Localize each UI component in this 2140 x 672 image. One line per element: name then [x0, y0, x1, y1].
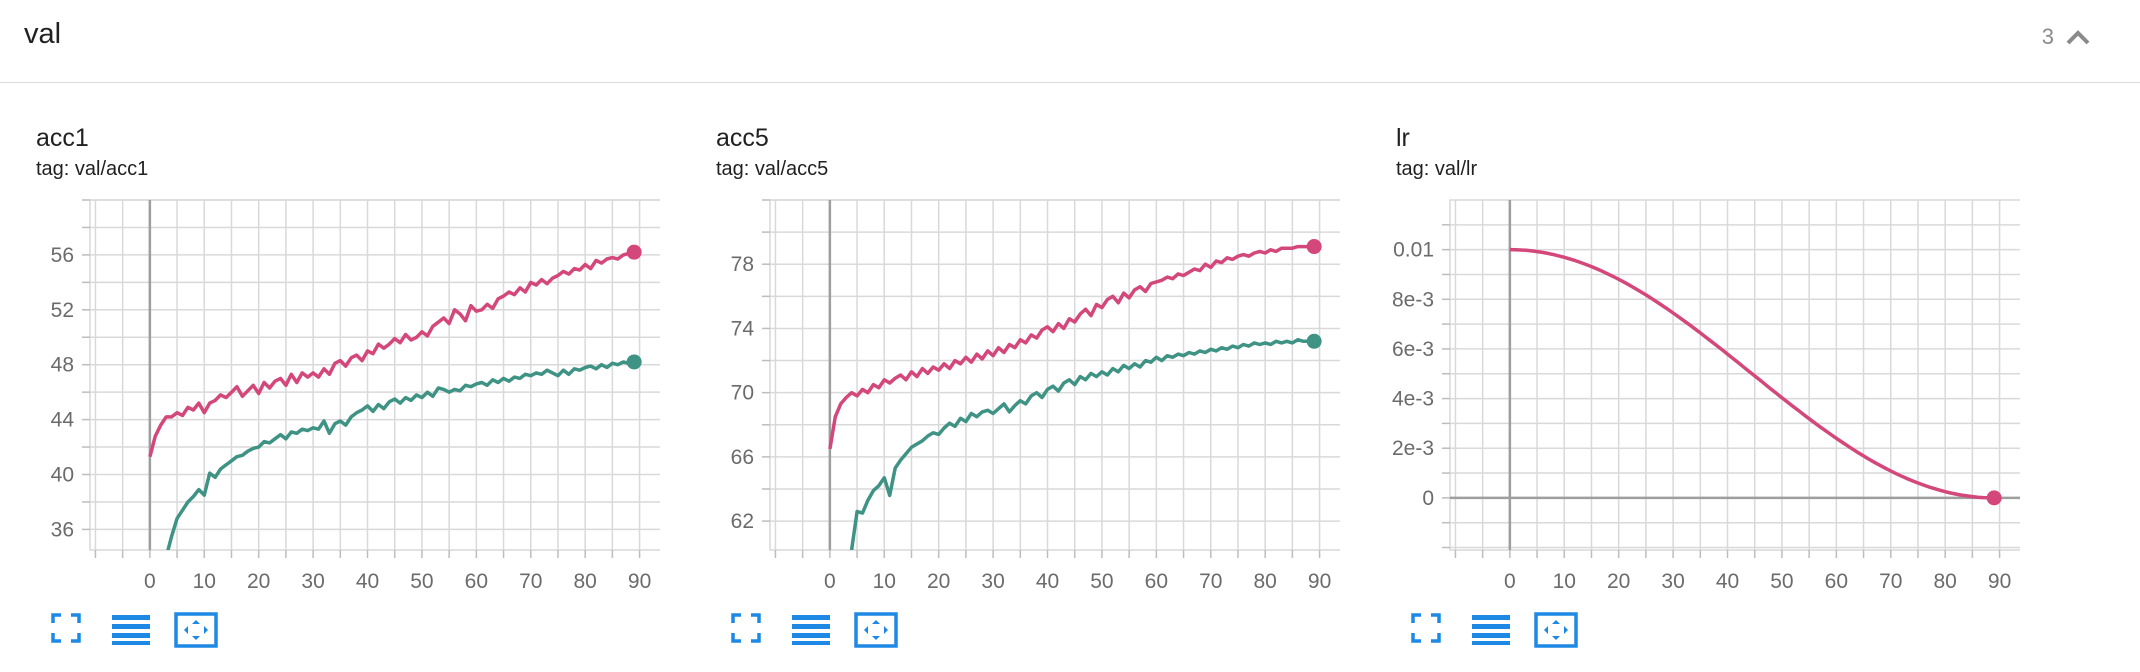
x-tick-label: 50 [410, 570, 433, 593]
chart-toolbar [730, 612, 970, 656]
chart-card-acc5: acc5 tag: val/acc5 0 10 20 30 40 50 60 70 80 90 62… [680, 120, 1340, 660]
chart-toolbar [50, 612, 290, 656]
chart-title: acc1 [36, 124, 89, 152]
x-tick-label: 10 [1553, 570, 1576, 593]
x-tick-label: 40 [1716, 570, 1739, 593]
data-table-icon [110, 615, 152, 650]
x-tick-label: 90 [1988, 570, 2011, 593]
y-tick-label: 36 [51, 518, 74, 541]
x-tick-label: 0 [144, 570, 156, 593]
section-header: val 3 [0, 0, 2140, 83]
y-tick-label: 62 [731, 510, 754, 533]
data-table-button[interactable] [1470, 612, 1514, 652]
chart-toolbar [1410, 612, 1650, 656]
x-tick-label: 60 [1825, 570, 1848, 593]
x-tick-label: 30 [981, 570, 1004, 593]
chart-title: lr [1396, 124, 1410, 152]
series-endpoint-marker [1306, 239, 1322, 255]
x-tick-label: 20 [1607, 570, 1630, 593]
series-line-teal [849, 337, 1315, 550]
x-tick-label: 80 [573, 570, 596, 593]
data-table-button[interactable] [110, 612, 154, 652]
x-tick-label: 0 [824, 570, 836, 593]
x-tick-label: 20 [927, 570, 950, 593]
x-tick-label: 60 [465, 570, 488, 593]
y-tick-label: 8e-3 [1392, 288, 1434, 311]
chart-plot-acc5[interactable]: 0 10 20 30 40 50 60 70 80 90 62 66 70 74 78 [680, 190, 1340, 610]
collapse-toggle-button[interactable] [2058, 18, 2098, 58]
fullscreen-button[interactable] [50, 612, 94, 652]
x-tick-label: 80 [1933, 570, 1956, 593]
y-tick-label: 74 [731, 317, 755, 340]
series-endpoint-marker [1306, 333, 1322, 349]
fullscreen-icon [50, 613, 82, 648]
y-tick-label: 70 [731, 382, 754, 405]
y-tick-label: 0.01 [1393, 239, 1434, 262]
y-tick-label: 0 [1422, 487, 1434, 510]
x-tick-label: 60 [1145, 570, 1168, 593]
x-tick-label: 70 [519, 570, 542, 593]
y-tick-label: 44 [51, 409, 75, 432]
chart-card-acc1: acc1 tag: val/acc1 0 10 20 30 40 50 60 70 80 90 36… [0, 120, 660, 660]
x-tick-label: 50 [1090, 570, 1113, 593]
chart-tag: tag: val/acc5 [716, 158, 829, 180]
chart-tag: tag: val/lr [1396, 158, 1478, 180]
y-tick-label: 6e-3 [1392, 338, 1434, 361]
fit-domain-icon [854, 612, 898, 652]
y-tick-label: 2e-3 [1392, 437, 1434, 460]
series-endpoint-marker [626, 244, 642, 260]
x-tick-label: 20 [247, 570, 270, 593]
series-endpoint-marker [626, 354, 642, 370]
y-tick-label: 56 [51, 244, 74, 267]
chart-card-lr: lr tag: val/lr 0 10 20 30 40 50 60 70 80 90 0 2e-3 4… [1360, 120, 2020, 660]
chart-plot-acc1[interactable]: 0 10 20 30 40 50 60 70 80 90 36 40 44 48 52 56 [0, 190, 660, 610]
x-tick-label: 10 [873, 570, 896, 593]
x-tick-label: 70 [1199, 570, 1222, 593]
y-tick-label: 66 [731, 446, 754, 469]
series-line-teal [166, 360, 635, 550]
x-tick-label: 40 [356, 570, 379, 593]
y-tick-label: 52 [51, 299, 74, 322]
series-line-pink [828, 244, 1315, 450]
x-tick-label: 90 [1308, 570, 1331, 593]
data-table-icon [790, 615, 832, 650]
x-tick-label: 40 [1036, 570, 1059, 593]
series-endpoint-marker [1986, 490, 2002, 506]
y-tick-label: 40 [51, 464, 74, 487]
section-card-count: 3 [2041, 24, 2054, 49]
plot-frame [89, 199, 660, 551]
fit-domain-button[interactable] [854, 612, 898, 652]
x-tick-label: 10 [193, 570, 216, 593]
plot-frame [1449, 199, 2020, 551]
x-tick-label: 0 [1504, 570, 1516, 593]
fullscreen-icon [730, 613, 762, 648]
y-tick-label: 48 [51, 354, 74, 377]
chart-title: acc5 [716, 124, 769, 152]
y-tick-label: 78 [731, 253, 754, 276]
chart-plot-lr[interactable]: 0 10 20 30 40 50 60 70 80 90 0 2e-3 4e-3 6e-3 8e-3 0.01 [1360, 190, 2020, 610]
x-tick-label: 30 [301, 570, 324, 593]
fit-domain-button[interactable] [174, 612, 218, 652]
fullscreen-button[interactable] [1410, 612, 1454, 652]
series-line-pink [1509, 247, 1995, 500]
x-tick-label: 50 [1770, 570, 1793, 593]
section-title: val [24, 18, 62, 50]
fit-domain-button[interactable] [1534, 612, 1578, 652]
data-table-button[interactable] [790, 612, 834, 652]
chart-tag: tag: val/acc1 [36, 158, 149, 180]
fit-domain-icon [1534, 612, 1578, 652]
data-table-icon [1470, 615, 1512, 650]
x-tick-label: 70 [1879, 570, 1902, 593]
x-tick-label: 80 [1253, 570, 1276, 593]
fullscreen-icon [1410, 613, 1442, 648]
x-tick-label: 90 [628, 570, 651, 593]
y-tick-label: 4e-3 [1392, 388, 1434, 411]
fit-domain-icon [174, 612, 218, 652]
fullscreen-button[interactable] [730, 612, 774, 652]
x-tick-label: 30 [1661, 570, 1684, 593]
chevron-up-icon [2066, 30, 2090, 45]
series-line-pink [148, 250, 635, 458]
